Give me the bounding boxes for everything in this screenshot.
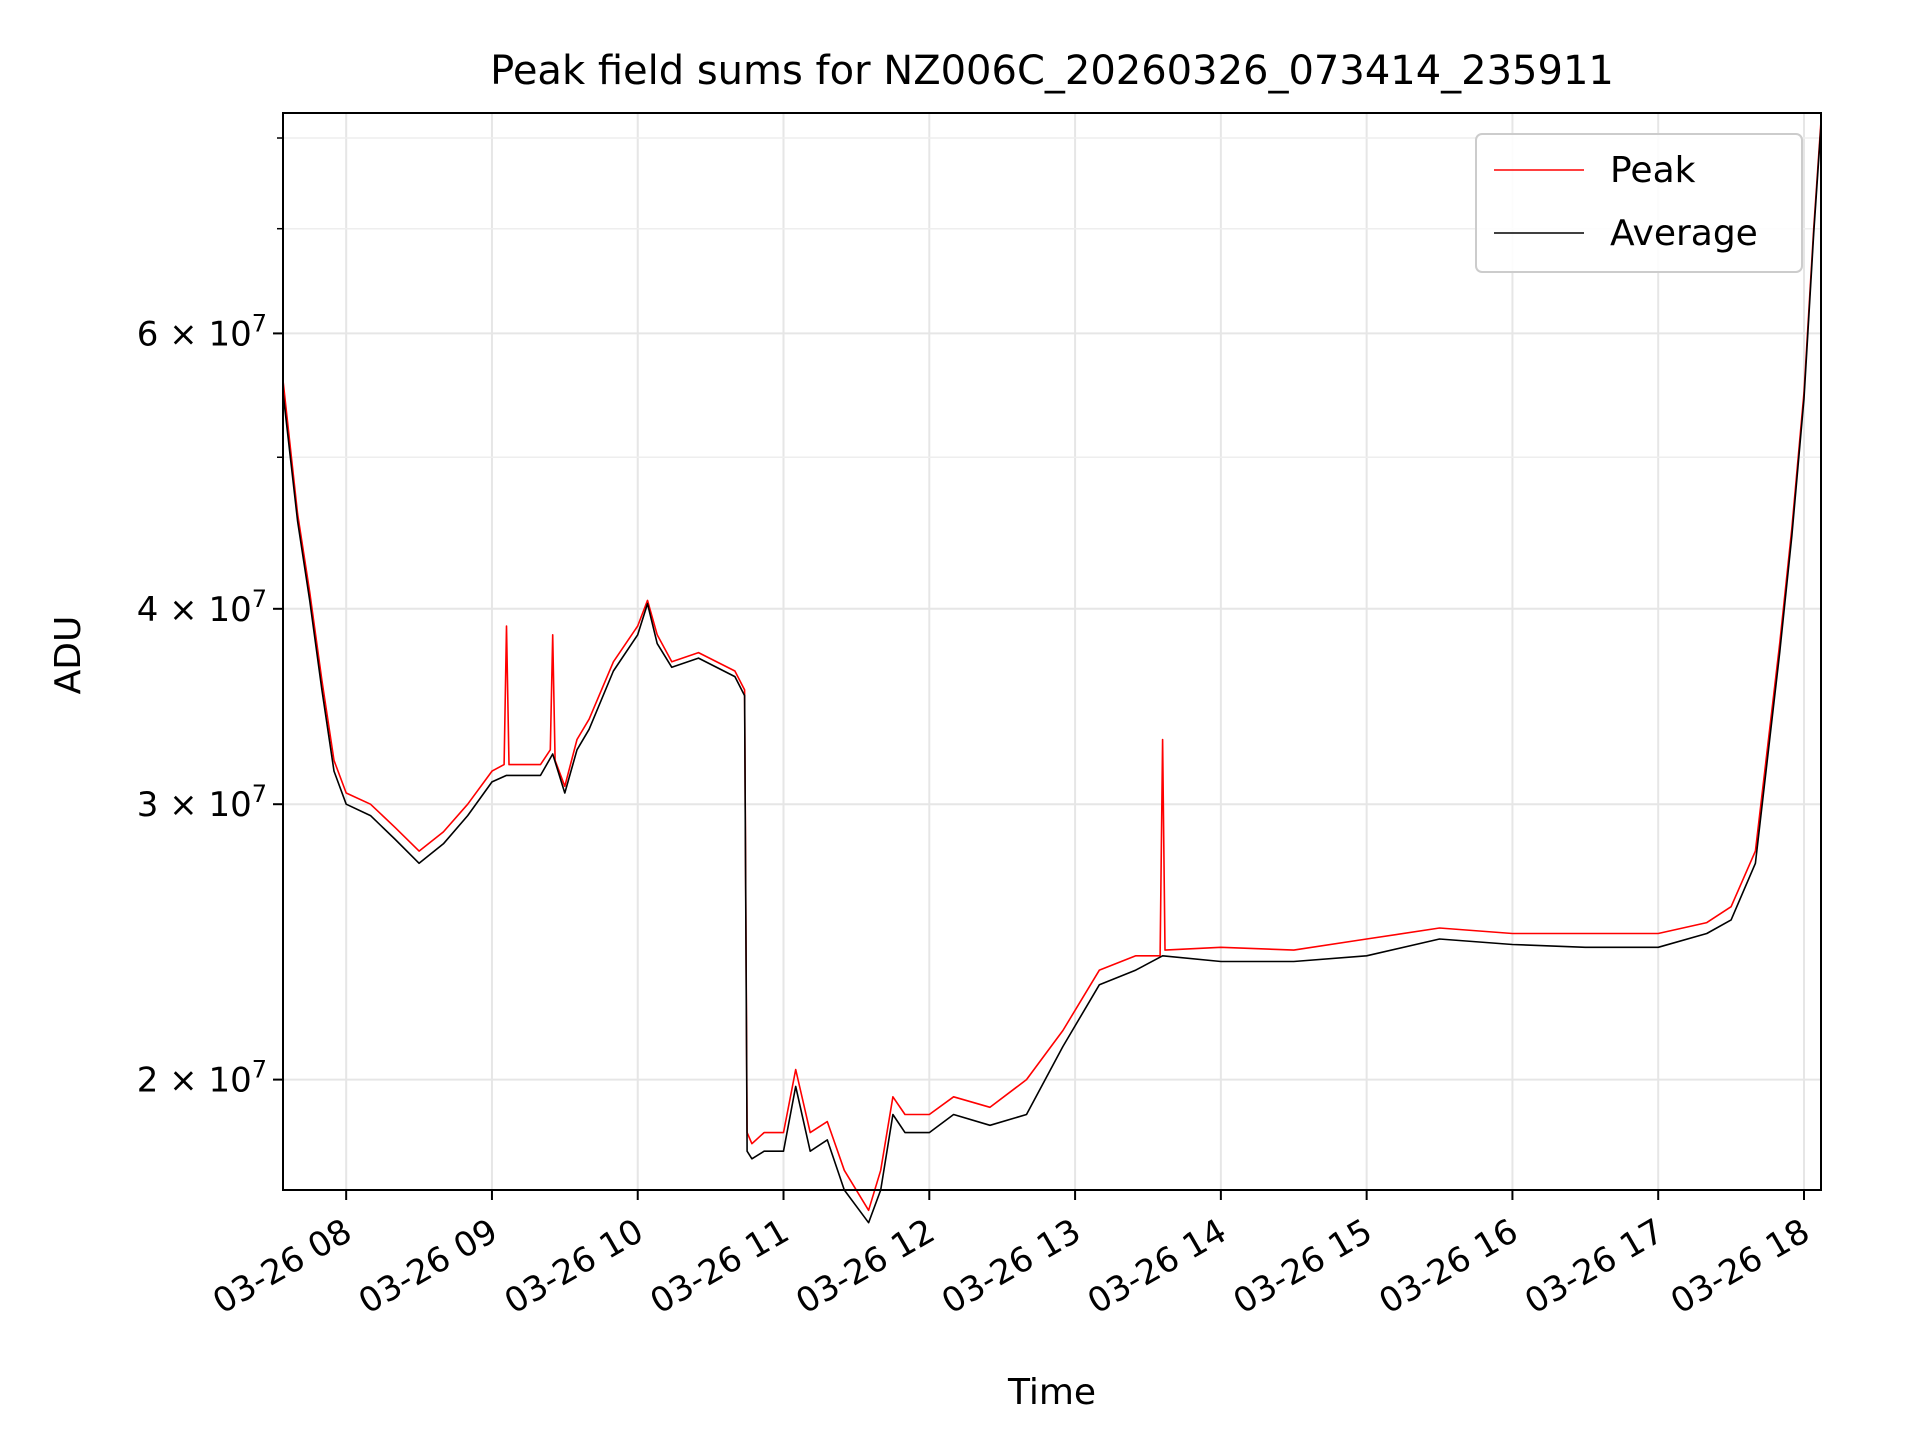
- chart-title: Peak field sums for NZ006C_20260326_0734…: [490, 48, 1614, 94]
- x-axis-label: Time: [1007, 1372, 1096, 1413]
- grid: [283, 113, 1821, 1190]
- legend-label-peak: Peak: [1610, 150, 1696, 191]
- legend-box: [1475, 133, 1803, 273]
- y-tick-label: 6 × 107: [137, 309, 267, 354]
- plot-frame: [282, 112, 1822, 1191]
- series-line-peak: [282, 121, 1822, 1212]
- series-layer: [282, 121, 1822, 1224]
- y-axis: 2 × 107 3 × 107 4 × 107 6 × 107: [137, 137, 283, 1101]
- y-tick-label: 3 × 107: [137, 780, 267, 825]
- y-tick-label: 4 × 107: [137, 585, 267, 630]
- y-axis-label: ADU: [48, 616, 89, 695]
- legend: Peak Average: [1475, 133, 1803, 273]
- y-tick-label: 2 × 107: [137, 1056, 267, 1101]
- legend-label-average: Average: [1610, 213, 1758, 254]
- series-line-average: [282, 125, 1822, 1224]
